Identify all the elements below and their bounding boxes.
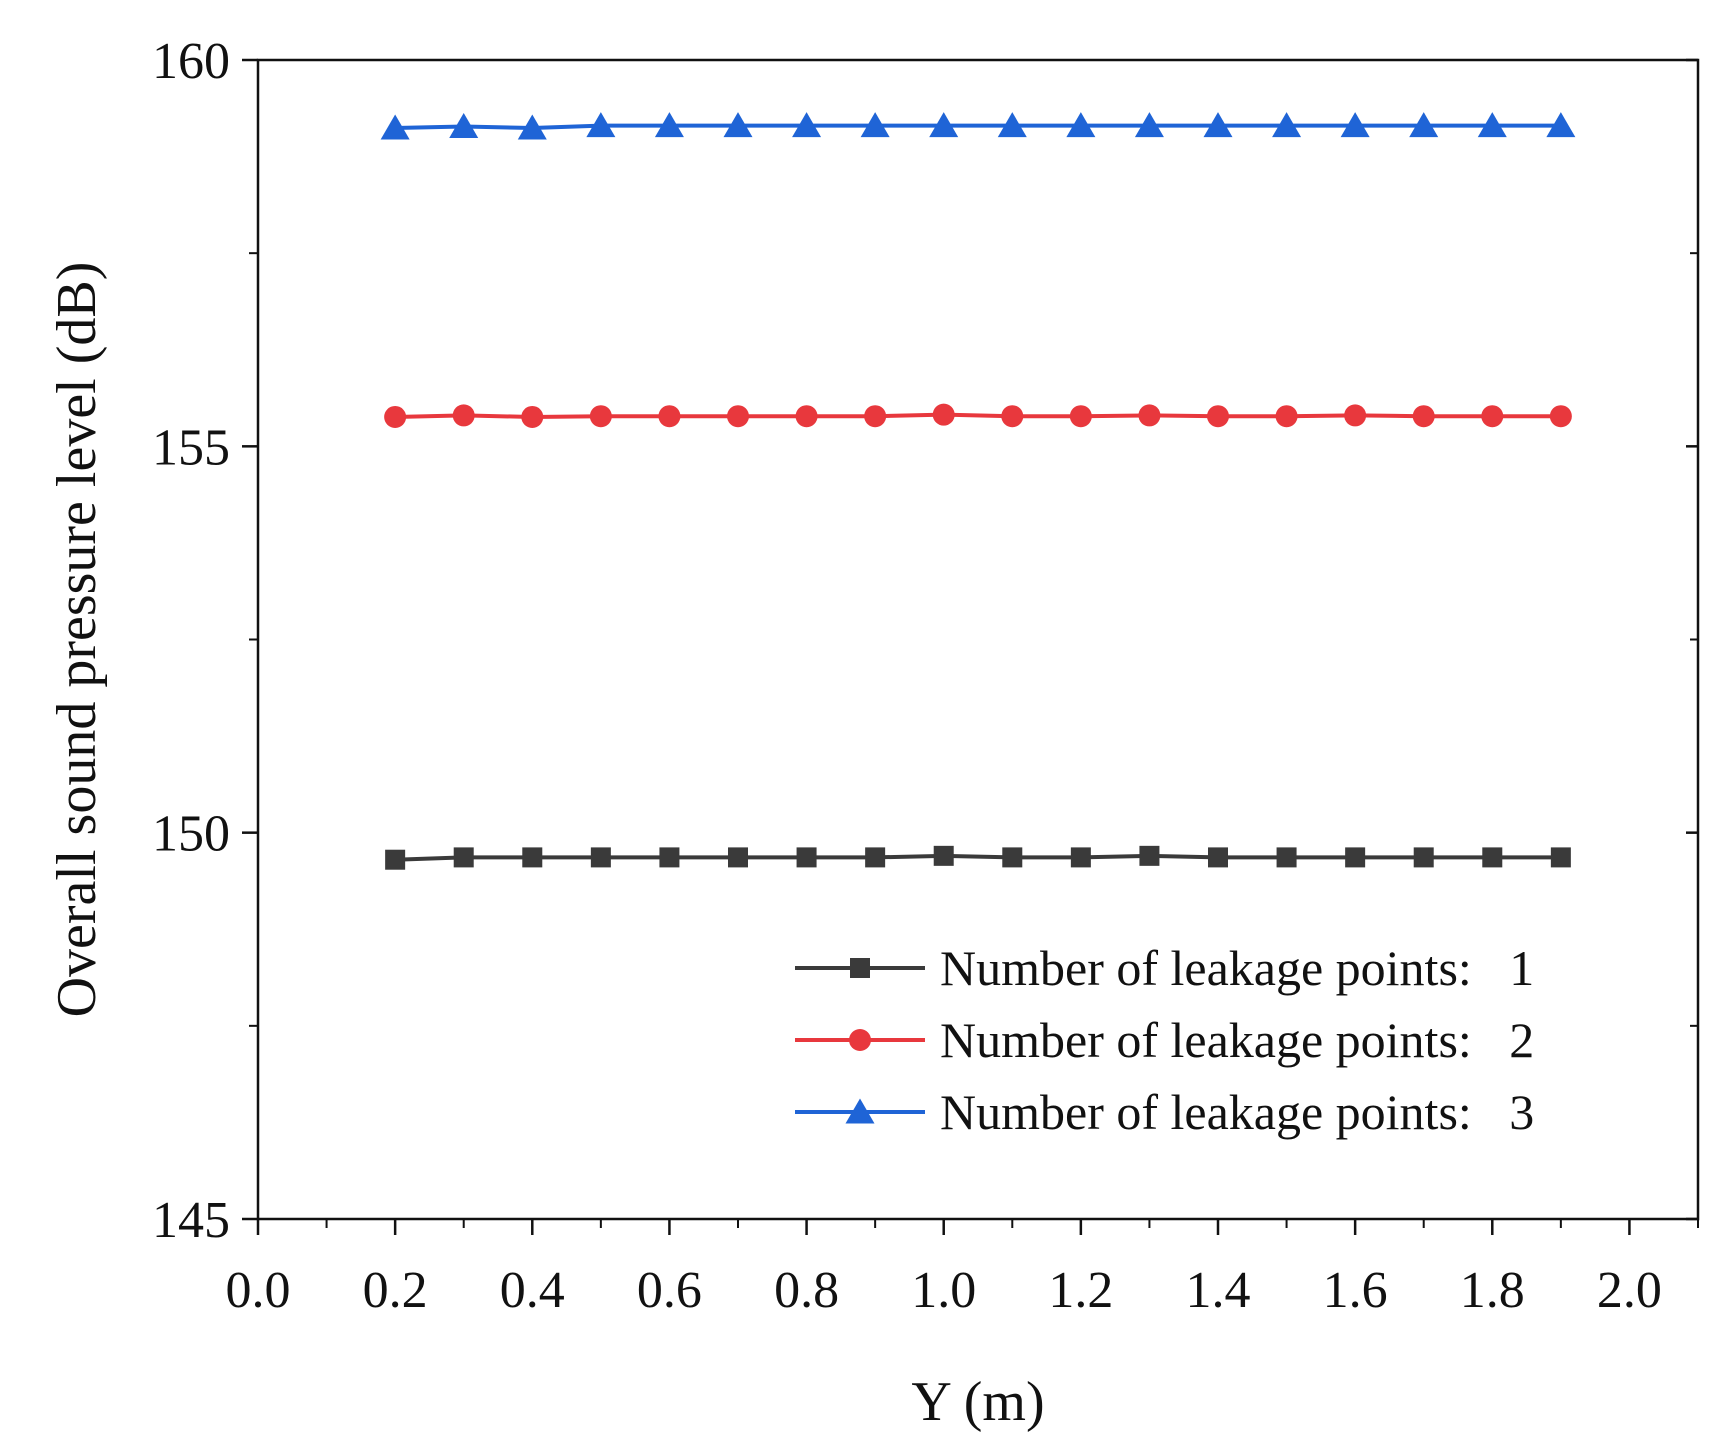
data-point-square (659, 847, 680, 868)
legend: Number of leakage points: 1 Number of lea… (795, 940, 1534, 1140)
y-tick-label: 145 (152, 1192, 230, 1249)
data-point-circle (1138, 404, 1161, 427)
data-point-triangle (1340, 112, 1370, 138)
data-point-square (1345, 847, 1366, 868)
data-point-circle (1001, 405, 1024, 428)
series-2 (384, 403, 1572, 428)
axes: 0.0 0.2 0.4 0.6 0.8 1.0 1.2 1.4 1.6 1.8 2.0 145 150 1… (46, 33, 1700, 1433)
data-point-circle (1275, 405, 1298, 428)
y-tick-label: 155 (152, 419, 230, 476)
data-point-square (385, 849, 406, 870)
data-point-triangle (1477, 112, 1507, 138)
data-point-circle (589, 405, 612, 428)
data-point-triangle (654, 112, 684, 138)
x-tick-label: 1.8 (1460, 1262, 1525, 1319)
data-point-circle (727, 405, 749, 428)
data-point-circle (795, 405, 818, 428)
data-point-triangle (449, 112, 479, 138)
data-point-triangle (1203, 112, 1233, 138)
data-point-square (1139, 845, 1160, 866)
data-point-circle (1069, 405, 1092, 428)
data-point-circle (452, 404, 475, 427)
series-line (395, 123, 1561, 130)
data-point-square (1413, 847, 1434, 868)
data-point-square (1482, 847, 1503, 868)
data-point-square (522, 847, 543, 868)
data-point-square (590, 847, 611, 868)
data-point-triangle (380, 114, 410, 140)
series-layer (380, 112, 1576, 870)
data-point-triangle (845, 1098, 875, 1124)
data-point-circle (1344, 404, 1367, 427)
data-point-square (728, 847, 748, 868)
x-tick-label: 1.2 (1048, 1262, 1113, 1319)
legend-item-3: Number of leakage points: 3 (795, 1084, 1534, 1140)
data-point-square (850, 958, 870, 978)
data-point-square (1070, 847, 1091, 868)
data-point-triangle (517, 114, 547, 140)
data-point-circle (1207, 405, 1229, 428)
data-point-triangle (929, 112, 959, 138)
data-point-triangle (792, 112, 822, 138)
data-point-circle (658, 405, 681, 428)
y-axis-title: Overall sound pressure level (dB) (46, 262, 108, 1018)
data-point-triangle (1409, 112, 1439, 138)
data-point-circle (1412, 405, 1435, 428)
x-tick-label: 0.6 (637, 1262, 702, 1319)
data-point-triangle (1066, 112, 1096, 138)
data-point-square (1276, 847, 1297, 868)
data-point-triangle (586, 112, 616, 138)
x-tick-label: 1.0 (911, 1262, 976, 1319)
data-point-triangle (1134, 112, 1164, 138)
x-tick-label: 1.4 (1186, 1262, 1251, 1319)
data-point-triangle (1546, 112, 1576, 138)
legend-label: Number of leakage points: 1 (940, 940, 1534, 996)
legend-item-2: Number of leakage points: 2 (795, 1012, 1534, 1068)
data-point-square (1550, 847, 1571, 868)
series-1 (385, 845, 1571, 870)
data-point-square (865, 847, 886, 868)
legend-label: Number of leakage points: 2 (940, 1012, 1534, 1068)
x-tick-label: 0.0 (226, 1262, 291, 1319)
data-point-circle (932, 403, 955, 426)
data-point-triangle (1272, 112, 1302, 138)
series-line (395, 412, 1561, 419)
x-axis-title: Y (m) (911, 1371, 1044, 1433)
data-point-square (453, 847, 474, 868)
series-3 (380, 112, 1576, 140)
data-point-square (1002, 847, 1023, 868)
data-point-square (933, 845, 954, 866)
data-point-triangle (860, 112, 890, 138)
data-point-triangle (723, 112, 753, 138)
data-point-triangle (997, 112, 1027, 138)
data-point-circle (864, 405, 887, 428)
data-point-circle (1549, 405, 1572, 428)
x-tick-label: 0.8 (774, 1262, 839, 1319)
legend-label: Number of leakage points: 3 (940, 1084, 1534, 1140)
data-point-circle (1481, 405, 1504, 428)
x-tick-label: 2.0 (1597, 1262, 1662, 1319)
x-tick-label: 0.4 (500, 1262, 565, 1319)
data-point-circle (521, 405, 544, 428)
series-line (395, 853, 1561, 862)
x-tick-label: 0.2 (363, 1262, 428, 1319)
legend-item-1: Number of leakage points: 1 (795, 940, 1534, 996)
data-point-square (796, 847, 817, 868)
y-tick-label: 160 (152, 33, 230, 90)
data-point-circle (384, 405, 407, 428)
data-point-square (1208, 847, 1228, 868)
x-tick-label: 1.6 (1323, 1262, 1388, 1319)
data-point-circle (849, 1029, 871, 1051)
y-tick-label: 150 (152, 806, 230, 863)
